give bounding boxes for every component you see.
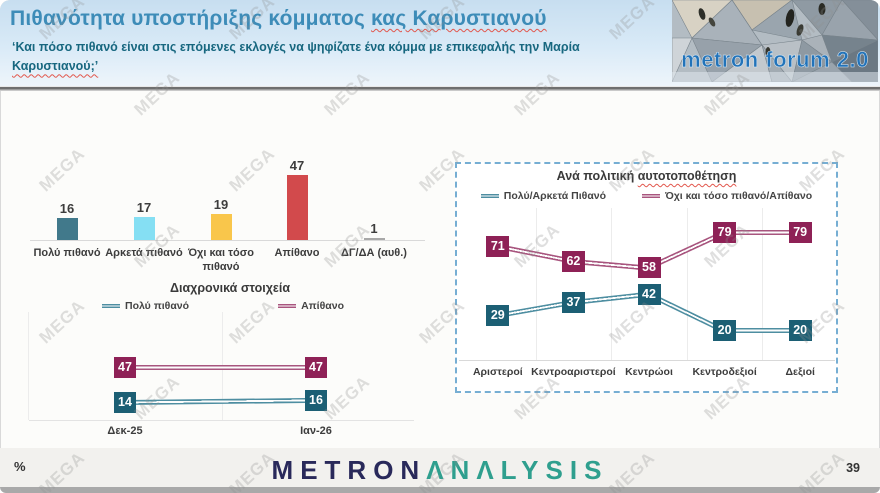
page-title-underlined: κας Καρυστιανού [371, 7, 547, 30]
bar [133, 216, 155, 240]
data-point-label: 47 [114, 357, 136, 379]
bar-category: Απίθανο [274, 247, 320, 259]
x-axis [30, 240, 425, 241]
data-point-label: 42 [637, 283, 661, 305]
trend-chart-title: Διαχρονικά στοιχεία [169, 281, 291, 295]
metron-forum-text: metron forum 2.0 [681, 47, 869, 72]
bar-value: 19 [213, 196, 229, 212]
subtitle-line1: ‘Και πόσο πιθανό είναι στις επόμενες εκλ… [12, 40, 580, 54]
series-line [724, 230, 801, 236]
bar [56, 217, 78, 240]
pedestrians [698, 3, 826, 57]
bar-category: Πολύ πιθανό [33, 247, 101, 259]
bar-value: 17 [136, 199, 152, 215]
legend-line-magenta-icon [642, 194, 661, 198]
slide-footer: % METRONΛNΛLYSIS 39 [0, 448, 880, 488]
gridline [28, 312, 29, 420]
metron-analysis-logo: METRONΛNΛLYSIS [0, 455, 880, 486]
bar-category: Αρκετά πιθανό [105, 247, 183, 259]
x-axis [459, 360, 835, 361]
bar [286, 175, 308, 240]
gridline [535, 208, 537, 360]
data-point-label: 14 [114, 392, 136, 414]
bar-category: ΔΓ/ΔΑ (αυθ.) [341, 247, 407, 259]
series-line [125, 365, 316, 371]
brand-analysis: ΛNΛLYSIS [426, 455, 609, 485]
data-point-label: 20 [713, 320, 737, 342]
page-subtitle: ‘Και πόσο πιθανό είναι στις επόμενες εκλ… [12, 38, 652, 77]
panel-legend: Πολύ/Αρκετά Πιθανό Όχι και τόσο πιθανό/Α… [457, 190, 836, 202]
gridline [686, 208, 688, 360]
data-point-label: 79 [788, 222, 812, 244]
page-number: 39 [846, 461, 860, 475]
x-tick-label: Δεξιοί [785, 366, 815, 378]
legend-line-teal-icon [102, 304, 120, 308]
bar-value: 47 [289, 158, 305, 174]
page-title-text: Πιθανότητα υποστήριξης κόμματος [10, 7, 372, 30]
subtitle-line2: Καρυστιανού;’ [12, 59, 99, 74]
legend-line-teal-icon [480, 194, 499, 198]
data-point-label: 37 [561, 292, 585, 314]
x-tick-label: Κεντροαριστεροί [531, 366, 616, 378]
data-point-label: 58 [637, 257, 661, 279]
data-point-label: 29 [486, 305, 510, 327]
data-point-label: 47 [305, 357, 327, 379]
x-tick-label: Κεντροδεξιοί [692, 366, 757, 378]
x-tick-label: Ιαν-26 [300, 425, 332, 437]
bar [363, 237, 385, 240]
series-line [724, 328, 801, 334]
x-axis [29, 420, 414, 421]
x-tick-label: Δεκ-25 [107, 425, 143, 437]
legend-item: Πολύ/Αρκετά Πιθανό [480, 190, 607, 202]
gridline [611, 208, 613, 360]
data-point-label: 16 [305, 390, 327, 412]
header-divider [0, 86, 880, 91]
series-line [124, 398, 317, 406]
legend-item: Πολύ πιθανό [102, 300, 189, 312]
legend-label: Όχι και τόσο πιθανό/Απίθανο [665, 190, 813, 202]
panel-title-text: Ανά πολιτική [556, 169, 638, 183]
panel-title-underlined: αυτοτοποθέτηση [637, 169, 737, 183]
slide-bottom-edge [0, 487, 880, 493]
bar-value: 16 [59, 200, 75, 216]
bar-category: Όχι και τόσο πιθανό [187, 247, 255, 273]
data-point-label: 71 [486, 235, 510, 257]
legend-label: Πολύ/Αρκετά Πιθανό [503, 190, 607, 202]
data-point-label: 20 [788, 320, 812, 342]
x-tick-label: Κεντρώοι [625, 366, 673, 378]
legend-item: Όχι και τόσο πιθανό/Απίθανο [642, 190, 812, 202]
trend-legend: Πολύ πιθανό Απίθανο [102, 300, 344, 312]
political-placement-panel: Ανά πολιτική αυτοτοποθέτηση Πολύ/Αρκετά … [455, 162, 838, 393]
x-tick-label: Αριστεροί [472, 366, 523, 378]
gridline [762, 208, 764, 360]
legend-line-magenta-icon [278, 304, 297, 308]
panel-plot: 29 37 42 20 20 71 62 58 79 79 Αριστεροί Κεντροαριστ… [457, 164, 836, 391]
legend-label: Πολύ πιθανό [125, 300, 190, 312]
slide-header: Πιθανότητα υποστήριξης κόμματος κας Καρυ… [0, 0, 880, 86]
plaza-photo: metron forum 2.0 [671, 0, 880, 83]
brand-metron: METRON [271, 455, 427, 485]
bar [210, 213, 232, 240]
data-point-label: 79 [713, 222, 737, 244]
metron-forum-logo: metron forum 2.0 [671, 0, 880, 83]
data-point-label: 62 [561, 250, 585, 272]
percent-label: % [14, 459, 26, 474]
legend-label: Απίθανο [301, 300, 344, 312]
bar-value: 1 [370, 220, 378, 236]
page-title: Πιθανότητα υποστήριξης κόμματος κας Καρυ… [10, 7, 547, 31]
legend-item: Απίθανο [278, 300, 344, 312]
panel-title: Ανά πολιτική αυτοτοποθέτηση [457, 169, 836, 183]
